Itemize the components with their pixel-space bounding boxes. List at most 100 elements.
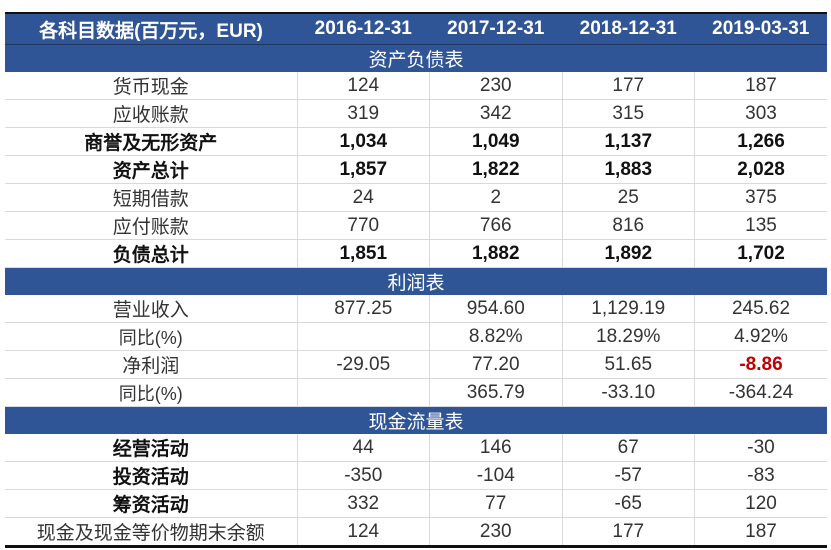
- header-date: 2018-12-31: [562, 13, 695, 45]
- section-cash-flow: 现金流量表: [5, 406, 827, 434]
- cell: 877.25: [297, 295, 430, 323]
- row-label: 负债总计: [5, 239, 298, 268]
- header-date: 2017-12-31: [429, 13, 562, 45]
- row-label: 应收账款: [5, 99, 298, 128]
- cell: 332: [297, 489, 430, 518]
- row-label: 筹资活动: [5, 489, 298, 518]
- cell: 1,702: [694, 239, 827, 268]
- table-row: 短期借款 24 2 25 375: [5, 183, 827, 212]
- cell: 2,028: [694, 155, 827, 184]
- cell: [297, 378, 430, 407]
- cell: 67: [562, 434, 695, 462]
- row-label: 营业收入: [5, 295, 298, 323]
- row-label: 货币现金: [5, 72, 298, 100]
- cell: 4.92%: [694, 322, 827, 351]
- cell: -30: [694, 434, 827, 462]
- row-label: 资产总计: [5, 155, 298, 184]
- section-income-statement: 利润表: [5, 267, 827, 295]
- row-label: 商誉及无形资产: [5, 127, 298, 156]
- cell: 25: [562, 183, 695, 212]
- cell: 1,882: [429, 239, 563, 268]
- cell: 187: [694, 72, 827, 100]
- header-date: 2016-12-31: [297, 13, 430, 45]
- row-label: 同比(%): [5, 322, 298, 351]
- table-row: 投资活动 -350 -104 -57 -83: [5, 461, 827, 490]
- table-row: 货币现金 124 230 177 187: [5, 72, 827, 100]
- table-row: 负债总计 1,851 1,882 1,892 1,702: [5, 239, 827, 268]
- cell: 177: [562, 72, 695, 100]
- cell: -29.05: [297, 350, 430, 379]
- table-row: 经营活动 44 146 67 -30: [5, 434, 827, 462]
- cell: -65: [562, 489, 695, 518]
- cell: 375: [694, 183, 827, 212]
- cell: 230: [429, 72, 563, 100]
- cell: 44: [297, 434, 430, 462]
- cell: 51.65: [562, 350, 695, 379]
- table-row: 净利润 -29.05 77.20 51.65 -8.86: [5, 350, 827, 379]
- row-label: 现金及现金等价物期末余额: [5, 517, 298, 548]
- table-row: 同比(%) 8.82% 18.29% 4.92%: [5, 322, 827, 351]
- header-label: 各科目数据(百万元，EUR): [5, 13, 297, 45]
- cell: 135: [694, 211, 827, 240]
- cell: 1,822: [429, 155, 563, 184]
- cell: -364.24: [694, 378, 827, 407]
- cell: 77: [429, 489, 563, 518]
- table-row: 商誉及无形资产 1,034 1,049 1,137 1,266: [5, 127, 827, 156]
- cell: [297, 322, 430, 351]
- cell: 1,129.19: [562, 295, 695, 323]
- cell: 1,034: [297, 127, 430, 156]
- cell: 2: [429, 183, 563, 212]
- cell: 342: [429, 99, 563, 128]
- cell: 365.79: [429, 378, 563, 407]
- cell: 1,857: [297, 155, 430, 184]
- cell: -83: [694, 461, 827, 490]
- row-label: 应付账款: [5, 211, 298, 240]
- cell: 18.29%: [562, 322, 695, 351]
- row-label: 短期借款: [5, 183, 298, 212]
- cell: 315: [562, 99, 695, 128]
- cell: 245.62: [694, 295, 827, 323]
- cell: -350: [297, 461, 430, 490]
- cell: 187: [694, 517, 827, 548]
- cell: 124: [297, 517, 430, 548]
- table-row: 营业收入 877.25 954.60 1,129.19 245.62: [5, 295, 827, 323]
- row-label: 投资活动: [5, 461, 298, 490]
- cell: 24: [297, 183, 430, 212]
- header-date: 2019-03-31: [694, 13, 827, 45]
- cell: 120: [694, 489, 827, 518]
- cell: 1,266: [694, 127, 827, 156]
- cell: -104: [429, 461, 563, 490]
- cell: 319: [297, 99, 430, 128]
- cell: 816: [562, 211, 695, 240]
- table-row: 筹资活动 332 77 -65 120: [5, 489, 827, 518]
- cell: 8.82%: [429, 322, 563, 351]
- negative-highlight-cell: -8.86: [694, 350, 827, 379]
- row-label: 净利润: [5, 350, 298, 379]
- cell: 1,851: [297, 239, 430, 268]
- cell: 303: [694, 99, 827, 128]
- cell: 77.20: [429, 350, 563, 379]
- cell: 146: [429, 434, 563, 462]
- table-row: 现金及现金等价物期末余额 124 230 177 187: [5, 517, 827, 548]
- cell: 1,892: [562, 239, 695, 268]
- section-title: 现金流量表: [5, 406, 827, 434]
- section-title: 资产负债表: [5, 44, 827, 72]
- cell: 124: [297, 72, 430, 100]
- section-balance-sheet: 资产负债表: [5, 44, 827, 72]
- cell: 766: [429, 211, 563, 240]
- section-title: 利润表: [5, 267, 827, 295]
- financial-data-table: 各科目数据(百万元，EUR) 2016-12-31 2017-12-31 201…: [5, 12, 827, 548]
- cell: 230: [429, 517, 563, 548]
- cell: 1,049: [429, 127, 563, 156]
- cell: -33.10: [562, 378, 695, 407]
- cell: 1,883: [562, 155, 695, 184]
- table-row: 应收账款 319 342 315 303: [5, 99, 827, 128]
- table-row: 同比(%) 365.79 -33.10 -364.24: [5, 378, 827, 407]
- cell: 1,137: [562, 127, 695, 156]
- cell: 954.60: [429, 295, 563, 323]
- cell: 770: [297, 211, 430, 240]
- cell: -57: [562, 461, 695, 490]
- header-row: 各科目数据(百万元，EUR) 2016-12-31 2017-12-31 201…: [5, 13, 827, 45]
- row-label: 同比(%): [5, 378, 298, 407]
- cell: 177: [562, 517, 695, 548]
